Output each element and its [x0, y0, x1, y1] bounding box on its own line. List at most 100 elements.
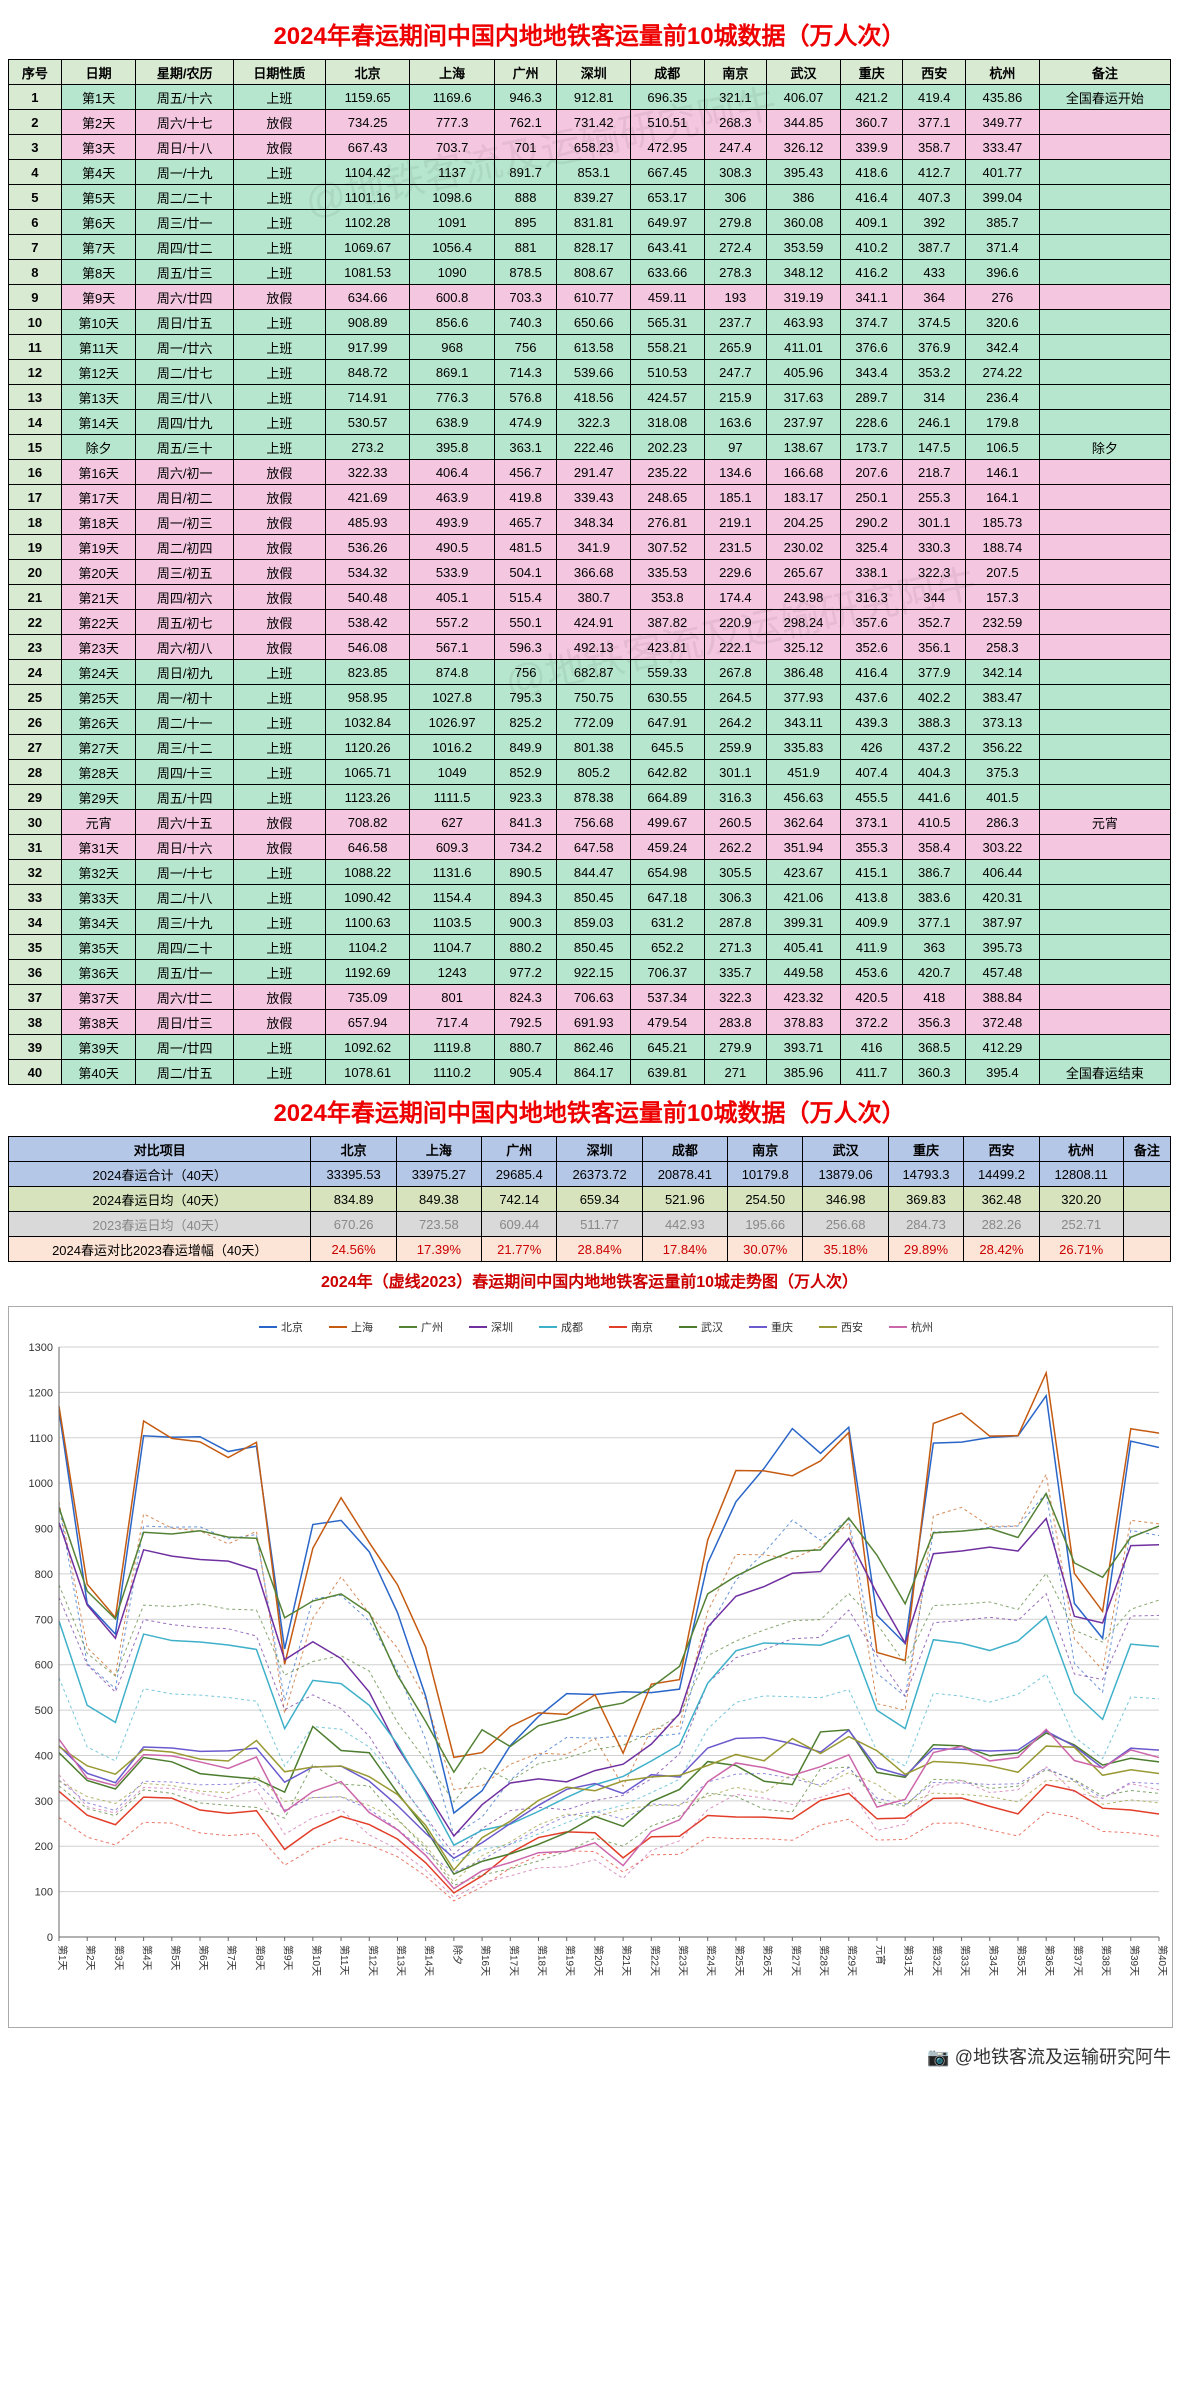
- svg-text:0: 0: [47, 1932, 53, 1944]
- svg-text:第6天: 第6天: [197, 1945, 210, 1971]
- svg-text:第19天: 第19天: [564, 1945, 577, 1976]
- table-row: 11第11天周一/廿六上班917.99968756613.58558.21265…: [9, 335, 1171, 360]
- svg-text:第35天: 第35天: [1015, 1945, 1028, 1976]
- svg-text:100: 100: [35, 1887, 53, 1899]
- svg-text:第28天: 第28天: [818, 1945, 831, 1976]
- table-row: 10第10天周日/廿五上班908.89856.6740.3650.66565.3…: [9, 310, 1171, 335]
- sum-col: 对比项目: [9, 1137, 311, 1162]
- svg-text:南京: 南京: [631, 1320, 653, 1334]
- sum-row: 2023春运日均（40天）670.26723.58609.44511.77442…: [9, 1212, 1171, 1237]
- svg-text:600: 600: [35, 1660, 53, 1672]
- svg-text:第31天: 第31天: [902, 1945, 915, 1976]
- sum-col: 南京: [727, 1137, 803, 1162]
- svg-text:除夕: 除夕: [451, 1945, 464, 1965]
- table-row: 26第26天周二/十一上班1032.841026.97825.2772.0964…: [9, 710, 1171, 735]
- col-header: 北京: [325, 60, 409, 85]
- table-row: 5第5天周二/二十上班1101.161098.6888839.27653.173…: [9, 185, 1171, 210]
- svg-text:第25天: 第25天: [733, 1945, 746, 1976]
- table-row: 1第1天周五/十六上班1159.651169.6946.3912.81696.3…: [9, 85, 1171, 110]
- col-header: 成都: [631, 60, 705, 85]
- svg-text:广州: 广州: [421, 1321, 443, 1334]
- col-header: 备注: [1039, 60, 1170, 85]
- table-row: 9第9天周六/廿四放假634.66600.8703.3610.77459.111…: [9, 285, 1171, 310]
- svg-text:第21天: 第21天: [620, 1945, 633, 1976]
- svg-text:第38天: 第38天: [1100, 1945, 1113, 1976]
- data-table: 序号日期星期/农历日期性质北京上海广州深圳成都南京武汉重庆西安杭州备注1第1天周…: [8, 59, 1171, 1085]
- svg-text:第17天: 第17天: [507, 1945, 520, 1976]
- table-row: 7第7天周四/廿二上班1069.671056.4881828.17643.412…: [9, 235, 1171, 260]
- table-row: 3第3天周日/十八放假667.43703.7701658.23472.95247…: [9, 135, 1171, 160]
- sum-row: 2024春运日均（40天）834.89849.38742.14659.34521…: [9, 1187, 1171, 1212]
- svg-text:第9天: 第9天: [282, 1945, 295, 1971]
- svg-text:800: 800: [35, 1569, 53, 1581]
- svg-text:400: 400: [35, 1750, 53, 1762]
- col-header: 序号: [9, 60, 62, 85]
- svg-text:深圳: 深圳: [491, 1321, 513, 1334]
- svg-text:北京: 北京: [281, 1320, 303, 1334]
- table-row: 4第4天周一/十九上班1104.421137891.7853.1667.4530…: [9, 160, 1171, 185]
- sum-col: 北京: [311, 1137, 396, 1162]
- trend-chart: 0100200300400500600700800900100011001200…: [8, 1306, 1173, 2028]
- table-row: 39第39天周一/廿四上班1092.621119.8880.7862.46645…: [9, 1035, 1171, 1060]
- sum-col: 重庆: [888, 1137, 964, 1162]
- table-row: 34第34天周三/十九上班1100.631103.5900.3859.03631…: [9, 910, 1171, 935]
- table-row: 6第6天周三/廿一上班1102.281091895831.81649.97279…: [9, 210, 1171, 235]
- svg-text:上海: 上海: [351, 1320, 373, 1334]
- svg-text:第14天: 第14天: [423, 1945, 436, 1976]
- svg-text:第18天: 第18天: [535, 1945, 548, 1976]
- svg-text:第4天: 第4天: [141, 1945, 154, 1971]
- table-row: 27第27天周三/十二上班1120.261016.2849.9801.38645…: [9, 735, 1171, 760]
- footer-icon: 📷: [927, 2047, 949, 2067]
- summary-title: 2024年春运期间中国内地地铁客运量前10城数据（万人次）: [8, 1093, 1171, 1128]
- svg-text:1200: 1200: [29, 1387, 53, 1399]
- table-row: 2第2天周六/十七放假734.25777.3762.1731.42510.512…: [9, 110, 1171, 135]
- sum-col: 广州: [481, 1137, 557, 1162]
- table-row: 29第29天周五/十四上班1123.261111.5923.3878.38664…: [9, 785, 1171, 810]
- svg-text:第40天: 第40天: [1156, 1945, 1169, 1976]
- col-header: 星期/农历: [136, 60, 233, 85]
- table-row: 28第28天周四/十三上班1065.711049852.9805.2642.82…: [9, 760, 1171, 785]
- svg-text:第3天: 第3天: [112, 1945, 125, 1971]
- svg-text:第29天: 第29天: [846, 1945, 859, 1976]
- table-row: 19第19天周二/初四放假536.26490.5481.5341.9307.52…: [9, 535, 1171, 560]
- sum-col: 上海: [396, 1137, 481, 1162]
- svg-text:700: 700: [35, 1614, 53, 1626]
- table-row: 14第14天周四/廿九上班530.57638.9474.9322.3318.08…: [9, 410, 1171, 435]
- svg-text:第32天: 第32天: [930, 1945, 943, 1976]
- page-title: 2024年春运期间中国内地地铁客运量前10城数据（万人次）: [8, 16, 1171, 51]
- sum-col: 备注: [1123, 1137, 1170, 1162]
- svg-text:500: 500: [35, 1705, 53, 1717]
- table-row: 25第25天周一/初十上班958.951027.8795.3750.75630.…: [9, 685, 1171, 710]
- svg-text:第7天: 第7天: [225, 1945, 238, 1971]
- col-header: 深圳: [557, 60, 631, 85]
- col-header: 日期: [61, 60, 136, 85]
- svg-text:第10天: 第10天: [310, 1945, 323, 1976]
- table-row: 35第35天周四/二十上班1104.21104.7880.2850.45652.…: [9, 935, 1171, 960]
- table-row: 33第33天周二/十八上班1090.421154.4894.3850.45647…: [9, 885, 1171, 910]
- footer-credit: 📷 @地铁客流及运输研究阿牛: [8, 2043, 1171, 2069]
- sum-col: 成都: [642, 1137, 727, 1162]
- col-header: 广州: [494, 60, 557, 85]
- table-row: 24第24天周日/初九上班823.85874.8756682.87559.332…: [9, 660, 1171, 685]
- sum-col: 杭州: [1039, 1137, 1123, 1162]
- svg-text:第22天: 第22天: [648, 1945, 661, 1976]
- svg-text:1300: 1300: [29, 1342, 53, 1354]
- table-row: 37第37天周六/廿二放假735.09801824.3706.63537.343…: [9, 985, 1171, 1010]
- svg-text:第5天: 第5天: [169, 1945, 182, 1971]
- col-header: 重庆: [840, 60, 903, 85]
- table-row: 22第22天周五/初七放假538.42557.2550.1424.91387.8…: [9, 610, 1171, 635]
- svg-text:成都: 成都: [561, 1321, 583, 1334]
- svg-text:1000: 1000: [29, 1478, 53, 1490]
- table-row: 20第20天周三/初五放假534.32533.9504.1366.68335.5…: [9, 560, 1171, 585]
- svg-text:第26天: 第26天: [761, 1945, 774, 1976]
- svg-text:1100: 1100: [29, 1433, 53, 1445]
- svg-text:第16天: 第16天: [479, 1945, 492, 1976]
- summary-table: 对比项目北京上海广州深圳成都南京武汉重庆西安杭州备注2024春运合计（40天）3…: [8, 1136, 1171, 1262]
- svg-text:杭州: 杭州: [911, 1320, 933, 1334]
- table-row: 13第13天周三/廿八上班714.91776.3576.8418.56424.5…: [9, 385, 1171, 410]
- svg-text:200: 200: [35, 1841, 53, 1853]
- sum-col: 武汉: [803, 1137, 888, 1162]
- table-row: 32第32天周一/十七上班1088.221131.6890.5844.47654…: [9, 860, 1171, 885]
- svg-text:元宵: 元宵: [874, 1945, 887, 1965]
- sum-row: 2024春运合计（40天）33395.5333975.2729685.42637…: [9, 1162, 1171, 1187]
